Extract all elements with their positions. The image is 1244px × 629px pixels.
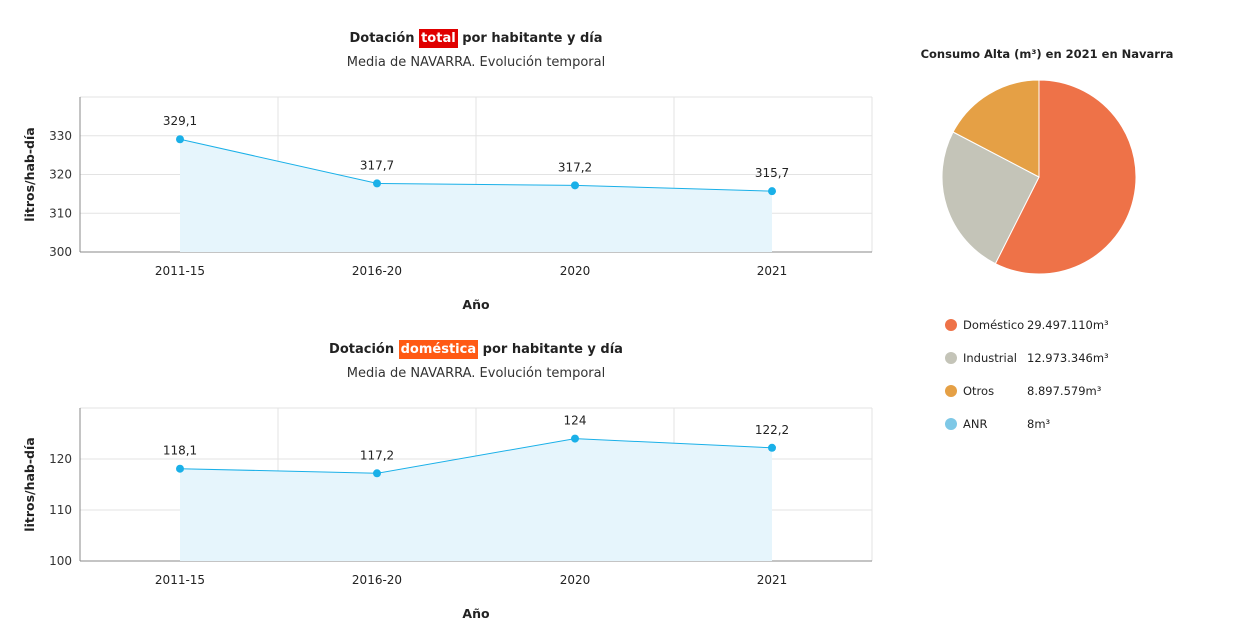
legend-item[interactable]: ANR 8m³ [945, 407, 1205, 440]
chart-domestica: 100 110 120 118,1 117,2 124 122,2 2011-15 2016-2… [22, 407, 873, 621]
y-tick-label: 320 [49, 168, 72, 182]
legend-label: ANR [963, 416, 988, 431]
legend-swatch [945, 417, 957, 430]
legend-value: 12.973.346m³ [1027, 350, 1109, 365]
y-axis-title: litros/hab-día [22, 437, 37, 531]
pie-legend: Doméstico 29.497.110m³ Industrial 12.973.34… [945, 308, 1205, 440]
pie-slice-industrial [941, 131, 1040, 265]
series-line [179, 138, 773, 192]
legend-value: 29.497.110m³ [1027, 317, 1109, 332]
legend-label: Otros [963, 383, 995, 398]
data-label: 317,2 [558, 160, 592, 174]
legend-value: 8.897.579m³ [1027, 383, 1102, 398]
data-point [373, 469, 381, 478]
y-tick-label: 310 [49, 206, 72, 220]
pie-chart [941, 79, 1137, 275]
series-area [180, 438, 772, 561]
data-point [373, 179, 381, 188]
y-axis-title: litros/hab-día [22, 127, 37, 221]
chart-domestica-title: Dotación doméstica por habitante y día [80, 340, 872, 359]
data-label: 329,1 [163, 114, 197, 128]
pie-slice-doméstico [994, 79, 1137, 275]
data-label: 317,7 [360, 158, 394, 172]
chart-total-title-pre: Dotación [349, 31, 420, 46]
y-tick-label: 100 [49, 554, 72, 568]
x-tick-label: 2011-15 [155, 264, 205, 278]
data-label: 117,2 [360, 448, 394, 462]
data-point [768, 187, 776, 196]
data-point [176, 464, 184, 473]
x-tick-label: 2021 [757, 264, 788, 278]
data-label: 118,1 [163, 444, 197, 458]
y-tick-label: 110 [49, 503, 72, 517]
legend-value: 8m³ [1027, 416, 1051, 431]
y-tick-label: 330 [49, 129, 72, 143]
data-point [571, 434, 579, 443]
y-tick-label: 300 [49, 245, 72, 259]
x-tick-label: 2016-20 [352, 573, 402, 587]
x-axis-title: Año [462, 606, 490, 621]
chart-total-subtitle: Media de NAVARRA. Evolución temporal [346, 55, 606, 70]
data-label: 122,2 [755, 423, 789, 437]
chart-domestica-title-highlight: doméstica [398, 340, 479, 359]
data-point [768, 443, 776, 452]
chart-total-title: Dotación total por habitante y día [80, 29, 872, 48]
chart-domestica-title-post: por habitante y día [478, 342, 623, 357]
chart-total: 300 310 320 330 329,1 317,7 317,2 315,7 2011-15 2… [22, 96, 873, 312]
data-label: 124 [564, 414, 587, 428]
legend-label: Doméstico [963, 317, 1025, 332]
pie-slice-otros [952, 79, 1040, 178]
chart-total-title-highlight: total [419, 29, 458, 48]
x-tick-label: 2020 [560, 573, 591, 587]
chart-total-title-post: por habitante y día [457, 31, 603, 46]
y-tick-label: 120 [49, 452, 72, 466]
data-point [571, 181, 579, 190]
series-area [180, 139, 772, 252]
x-tick-label: 2016-20 [352, 264, 402, 278]
chart-domestica-subtitle: Media de NAVARRA. Evolución temporal [346, 366, 606, 381]
legend-label: Industrial [963, 350, 1017, 365]
legend-swatch [945, 351, 957, 364]
legend-item[interactable]: Doméstico 29.497.110m³ [945, 308, 1205, 341]
data-point [176, 135, 184, 144]
legend-item[interactable]: Otros 8.897.579m³ [945, 374, 1205, 407]
pie-title: Consumo Alta (m³) en 2021 en Navarra [920, 47, 1174, 61]
legend-swatch [945, 318, 957, 331]
x-axis-title: Año [462, 297, 490, 312]
legend-swatch [945, 384, 957, 397]
chart-domestica-title-pre: Dotación [329, 342, 399, 357]
data-label: 315,7 [755, 166, 789, 180]
x-tick-label: 2020 [560, 264, 591, 278]
x-tick-label: 2011-15 [155, 573, 205, 587]
x-tick-label: 2021 [757, 573, 788, 587]
legend-item[interactable]: Industrial 12.973.346m³ [945, 341, 1205, 374]
series-line [179, 438, 773, 474]
